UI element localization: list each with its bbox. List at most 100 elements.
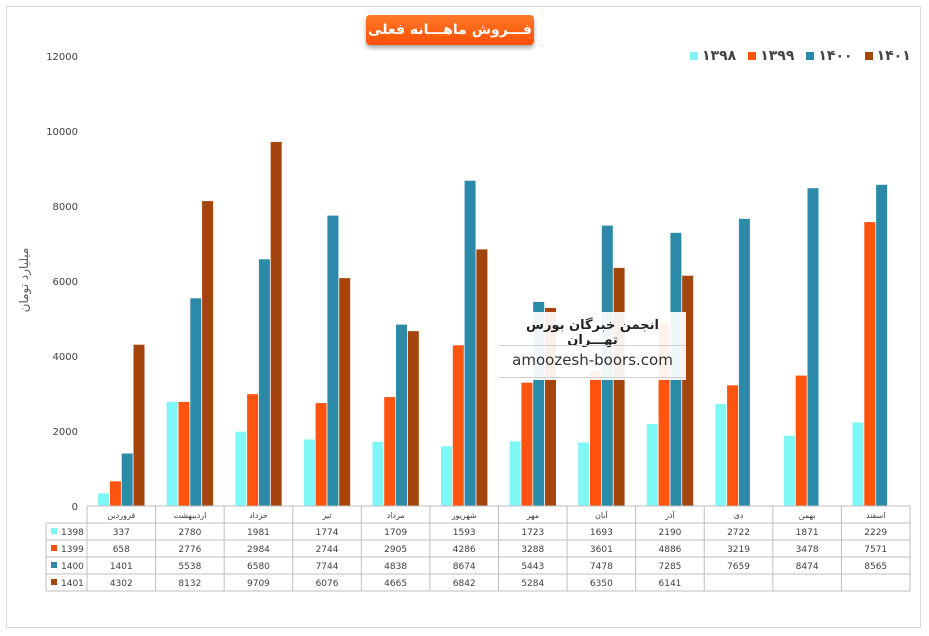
bar — [738, 218, 750, 507]
legend-label: ۱۴۰۰ — [818, 48, 853, 64]
data-label: 3219 — [727, 545, 750, 555]
data-label: 1709 — [384, 528, 407, 538]
bar — [166, 401, 178, 507]
data-label: 8565 — [864, 562, 887, 572]
data-label: 2190 — [659, 528, 682, 538]
table-legend-key — [51, 528, 57, 534]
data-label: 6842 — [453, 579, 476, 589]
x-tick-label: دی — [734, 511, 744, 520]
bar — [339, 278, 351, 506]
bar — [303, 439, 315, 506]
data-label: 7571 — [864, 545, 887, 555]
bar — [190, 298, 202, 506]
bar — [372, 441, 384, 506]
bar — [864, 222, 876, 506]
data-label: 2780 — [178, 528, 201, 538]
bar — [270, 141, 282, 506]
x-tick-label: آبان — [595, 510, 609, 520]
data-label: 8674 — [453, 562, 476, 572]
data-label: 2722 — [727, 528, 750, 538]
bar — [109, 481, 121, 506]
bar — [202, 201, 214, 506]
data-label: 6580 — [247, 562, 270, 572]
x-tick-label: شهریور — [451, 511, 477, 520]
watermark-url: amoozesh-boors.com — [512, 351, 673, 369]
bar — [613, 267, 625, 506]
x-tick-label: خرداد — [249, 511, 268, 520]
data-label: 1401 — [110, 562, 133, 572]
data-label: 6350 — [590, 579, 613, 589]
data-label: 7659 — [727, 562, 750, 572]
data-label: 6141 — [659, 579, 682, 589]
bar — [658, 322, 670, 506]
data-label: 4838 — [384, 562, 407, 572]
data-label: 9709 — [247, 579, 270, 589]
data-label: 1693 — [590, 528, 613, 538]
data-label: 4302 — [110, 579, 133, 589]
bar — [876, 184, 888, 507]
data-label: 7478 — [590, 562, 613, 572]
legend-label: ۱۴۰۱ — [876, 48, 911, 64]
legend-swatch — [806, 52, 815, 60]
chart-frame — [6, 6, 921, 628]
bar — [98, 493, 110, 506]
bar — [247, 394, 259, 506]
data-label: 2984 — [247, 545, 270, 555]
y-tick-label: 2000 — [53, 427, 78, 438]
bar — [807, 188, 819, 506]
bar — [396, 324, 407, 506]
bar — [578, 442, 590, 506]
bar — [682, 275, 694, 506]
data-label: 5443 — [521, 562, 544, 572]
x-tick-label: بهمن — [799, 511, 816, 520]
data-label: 337 — [113, 528, 130, 538]
data-label: 3478 — [796, 545, 819, 555]
bar — [521, 382, 533, 506]
legend-item: ۱۴۰۰ — [806, 48, 853, 64]
x-tick-label: اسفند — [866, 511, 886, 520]
y-tick-label: 4000 — [53, 352, 78, 363]
y-tick-label: 0 — [72, 502, 78, 513]
data-label: 3601 — [590, 545, 613, 555]
data-label: 1723 — [521, 528, 544, 538]
data-label: 2905 — [384, 545, 407, 555]
bar — [533, 301, 545, 506]
x-tick-label: مهر — [526, 511, 539, 520]
data-label: 2744 — [316, 545, 339, 555]
legend-label: ۱۳۹۹ — [760, 48, 795, 64]
bar — [441, 446, 452, 506]
y-tick-label: 12000 — [46, 52, 78, 63]
data-label: 6076 — [316, 579, 339, 589]
table-series-name: 1401 — [61, 579, 84, 589]
data-label: 7285 — [659, 562, 682, 572]
data-label: 2229 — [864, 528, 887, 538]
bar — [235, 431, 247, 506]
data-label: 8474 — [796, 562, 819, 572]
watermark-divider — [499, 345, 686, 346]
data-label: 1774 — [316, 528, 339, 538]
bar — [795, 375, 807, 506]
bar — [476, 249, 488, 506]
bar — [315, 403, 327, 506]
data-label: 2776 — [178, 545, 201, 555]
table-legend-key — [51, 562, 57, 568]
data-label: 4286 — [453, 545, 476, 555]
bar — [464, 180, 476, 506]
data-label: 1981 — [247, 528, 270, 538]
bar — [407, 331, 419, 506]
data-label: 4665 — [384, 579, 407, 589]
legend-label: ۱۳۹۸ — [702, 48, 737, 64]
table-series-name: 1399 — [61, 545, 84, 555]
data-label: 8132 — [178, 579, 201, 589]
bar — [178, 401, 190, 506]
legend-item: ۱۳۹۹ — [748, 48, 794, 64]
data-label: 7744 — [316, 562, 339, 572]
bar — [783, 435, 795, 506]
bar — [590, 371, 601, 506]
bar — [258, 259, 270, 507]
bar — [452, 345, 464, 506]
bar — [715, 403, 727, 506]
legend-swatch — [864, 52, 873, 60]
y-tick-label: 6000 — [53, 277, 78, 288]
x-tick-label: مرداد — [387, 511, 405, 520]
